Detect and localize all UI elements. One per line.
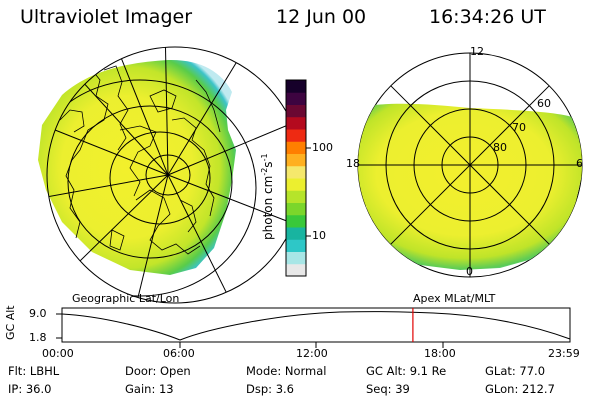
colorbar-tick-10: 10 <box>312 229 326 242</box>
colorbar-segment <box>286 227 306 240</box>
colorbar-segment <box>286 251 306 265</box>
white-arc-outer <box>358 179 361 213</box>
info-glat: GLat: 77.0 <box>485 364 546 378</box>
info-flt: Flt: LBHL <box>8 364 60 378</box>
altitude-y-label: GC Alt <box>4 305 17 340</box>
info-mode: Mode: Normal <box>246 364 327 378</box>
altitude-plot <box>56 307 571 348</box>
mlt-label-6: 6 <box>576 157 583 170</box>
instrument-title: Ultraviolet Imager <box>20 6 193 28</box>
colorbar-frame <box>285 79 307 277</box>
lat-label-70: 70 <box>512 121 526 134</box>
info-seq: Seq: 39 <box>366 382 410 396</box>
mlt-label-18: 18 <box>346 157 360 170</box>
right-grid-lines <box>358 53 582 277</box>
colorbar-segment <box>286 178 306 191</box>
colorbar-segment <box>286 92 306 105</box>
xtick-1800: 18:00 <box>424 347 456 360</box>
time-label: 16:34:26 UT <box>429 6 546 28</box>
xtick-1200: 12:00 <box>296 347 328 360</box>
info-gc-alt: GC Alt: 9.1 Re <box>366 364 447 378</box>
colorbar-segment <box>286 141 306 154</box>
colorbar <box>285 79 311 277</box>
altitude-ytick-high: 9.0 <box>29 307 47 320</box>
colorbar-segment <box>286 116 306 130</box>
colorbar-segment <box>286 214 306 228</box>
lat-label-80: 80 <box>493 141 507 154</box>
colorbar-segment <box>286 263 306 277</box>
magnetic-map <box>357 52 583 278</box>
right-aurora-image <box>358 103 582 270</box>
info-glon: GLon: 212.7 <box>485 382 555 396</box>
xtick-2359: 23:59 <box>548 347 580 360</box>
colorbar-segment <box>286 239 306 252</box>
xtick-0000: 00:00 <box>42 347 74 360</box>
mlt-label-12: 12 <box>470 45 484 58</box>
colorbar-segment <box>286 80 306 93</box>
info-gain: Gain: 13 <box>125 382 174 396</box>
date-label: 12 Jun 00 <box>276 6 367 28</box>
altitude-ytick-low: 1.8 <box>29 331 47 344</box>
info-door: Door: Open <box>125 364 191 378</box>
left-panel-label: Geographic Lat/Lon <box>72 292 180 305</box>
altitude-curve <box>61 311 571 341</box>
xtick-0600: 06:00 <box>163 347 195 360</box>
mlt-label-0: 0 <box>466 265 473 278</box>
info-dsp: Dsp: 3.6 <box>246 382 294 396</box>
colorbar-segment <box>286 202 306 216</box>
lat-label-60: 60 <box>537 97 551 110</box>
right-panel-label: Apex MLat/MLT <box>413 292 496 305</box>
info-ip: IP: 36.0 <box>8 382 52 396</box>
colorbar-segment <box>286 165 306 179</box>
colorbar-segment <box>286 104 306 118</box>
colorbar-segment <box>286 129 306 142</box>
coastlines <box>59 65 221 255</box>
colorbar-segment <box>286 153 306 167</box>
colorbar-tick-100: 100 <box>312 141 333 154</box>
colorbar-segment <box>286 190 306 203</box>
colorbar-title: photon cm-2s-1 <box>260 153 275 240</box>
